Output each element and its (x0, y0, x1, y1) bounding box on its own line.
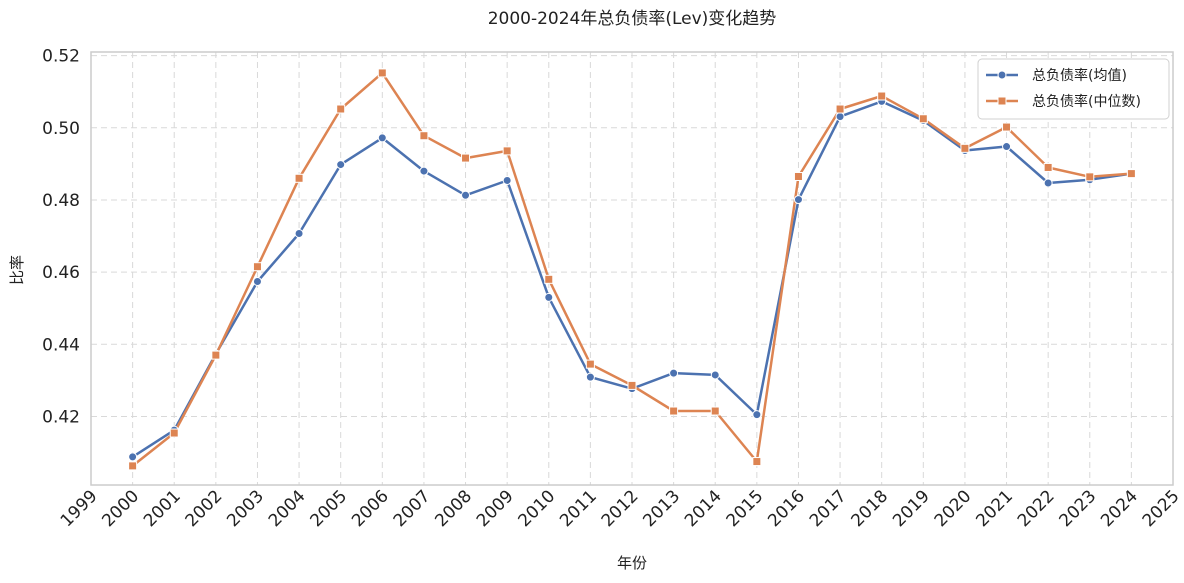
chart-title: 2000-2024年总负债率(Lev)变化趋势 (488, 9, 777, 29)
data-point-median (960, 143, 970, 153)
data-point-mean (710, 370, 720, 380)
data-point-median (669, 406, 679, 416)
y-tick-label: 0.50 (42, 119, 80, 139)
data-point-median (419, 131, 429, 141)
x-tick-label: 2001 (140, 486, 185, 531)
grid (90, 52, 1174, 485)
y-tick-label: 0.48 (42, 191, 80, 211)
x-axis-label: 年份 (617, 554, 647, 572)
x-tick-label: 2024 (1097, 486, 1142, 531)
x-tick-label: 2000 (98, 486, 143, 531)
data-point-median (835, 104, 845, 114)
x-tick-label: 2018 (847, 486, 892, 531)
x-tick-label: 2017 (806, 486, 851, 531)
data-point-median (877, 91, 887, 101)
x-tick-label: 2014 (681, 486, 726, 531)
x-tick-label: 2006 (348, 486, 393, 531)
data-point-median (461, 153, 471, 163)
data-point-median (752, 457, 762, 467)
y-tick-label: 0.42 (42, 407, 80, 427)
x-tick-label: 2003 (223, 486, 268, 531)
data-point-median (1043, 162, 1053, 172)
x-tick-label: 2009 (473, 486, 518, 531)
data-point-mean (669, 368, 679, 378)
legend: 总负债率(均值) 总负债率(中位数) (977, 58, 1170, 120)
data-point-mean (835, 112, 845, 122)
x-tick-label: 2012 (598, 486, 643, 531)
x-tick-label: 2002 (182, 486, 227, 531)
legend-box (977, 58, 1170, 120)
data-point-mean (752, 410, 762, 420)
legend-median-label: 总负债率(中位数) (1032, 93, 1141, 110)
data-point-median (918, 114, 928, 124)
data-point-median (502, 146, 512, 156)
x-tick-label: 2020 (931, 486, 976, 531)
x-tick-label: 2007 (390, 486, 435, 531)
x-tick-label: 2010 (515, 486, 560, 531)
data-point-median (1002, 122, 1012, 132)
x-tick-label: 1999 (57, 486, 102, 531)
legend-mean-marker (997, 70, 1007, 80)
data-point-mean (502, 175, 512, 185)
y-tick-label: 0.44 (42, 335, 80, 355)
data-point-median (128, 461, 138, 471)
data-point-mean (544, 292, 554, 302)
data-point-mean (377, 133, 387, 143)
data-point-mean (252, 276, 262, 286)
data-point-mean (1043, 178, 1053, 188)
data-point-mean (336, 160, 346, 170)
data-point-median (252, 262, 262, 272)
x-tick-label: 2005 (306, 486, 351, 531)
data-point-median (627, 380, 637, 390)
x-tick-label: 2015 (723, 486, 768, 531)
data-point-mean (419, 166, 429, 176)
series-lines (128, 68, 1136, 471)
x-tick-label: 2011 (556, 486, 601, 531)
data-point-median (710, 406, 720, 416)
y-tick-label: 0.52 (42, 47, 80, 67)
data-point-median (793, 171, 803, 181)
data-point-median (377, 68, 387, 78)
data-point-median (211, 350, 221, 360)
legend-median-marker (997, 96, 1007, 106)
legend-mean-label: 总负债率(均值) (1032, 67, 1127, 84)
y-axis-label: 比率 (8, 255, 26, 285)
data-point-median (585, 359, 595, 369)
data-point-median (169, 428, 179, 438)
x-tick-label: 2019 (889, 486, 934, 531)
data-point-median (336, 104, 346, 114)
x-tick-label: 2008 (431, 486, 476, 531)
x-tick-label: 2025 (1139, 486, 1184, 531)
data-point-mean (1002, 142, 1012, 152)
x-tick-label: 2023 (1056, 486, 1101, 531)
x-tick-label: 2021 (972, 486, 1017, 531)
x-tick-label: 2004 (265, 486, 310, 531)
x-tick-label: 2022 (1014, 486, 1059, 531)
data-point-mean (128, 452, 138, 462)
y-axis: 0.42 0.44 0.46 0.48 0.50 0.52 (42, 47, 80, 428)
x-tick-label: 2016 (764, 486, 809, 531)
data-point-mean (294, 228, 304, 238)
data-point-mean (585, 372, 595, 382)
x-axis: 1999200020012002200320042005200620072008… (57, 486, 1184, 531)
data-point-median (294, 173, 304, 183)
data-point-median (1085, 172, 1095, 182)
data-point-mean (461, 190, 471, 200)
x-tick-label: 2013 (639, 486, 684, 531)
data-point-median (1126, 169, 1136, 179)
y-tick-label: 0.46 (42, 263, 80, 283)
plot-frame (90, 51, 1174, 486)
data-point-median (544, 274, 554, 284)
data-point-mean (793, 195, 803, 205)
